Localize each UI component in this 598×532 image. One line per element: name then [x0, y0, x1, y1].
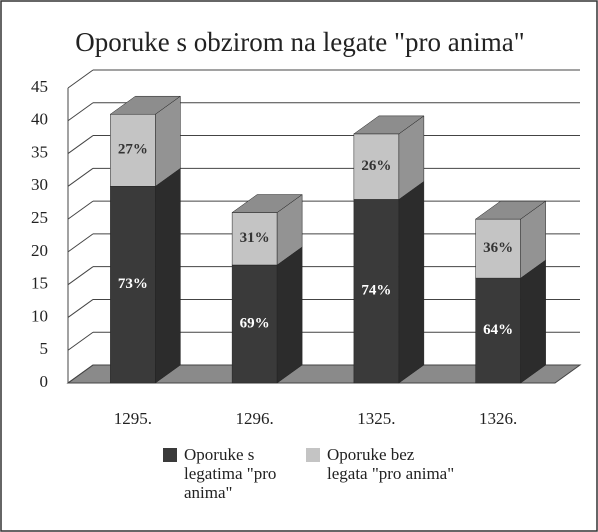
grid-line: [67, 135, 94, 154]
grid-line: [67, 331, 94, 351]
legend-label: Oporuke s legatima "pro anima": [184, 445, 277, 502]
y-tick-label: 40: [31, 110, 48, 129]
grid-line: [67, 233, 94, 253]
data-label: 74%: [361, 283, 391, 299]
data-label: 69%: [240, 315, 270, 331]
x-tick-label: 1326.: [479, 409, 517, 428]
x-tick-label: 1295.: [114, 409, 152, 428]
bar-side: [155, 167, 181, 384]
legend-swatch: [306, 448, 320, 462]
bar-side: [520, 259, 546, 384]
y-tick-label: 25: [31, 208, 48, 227]
grid-line: [67, 364, 94, 384]
y-tick-label: 0: [40, 372, 49, 391]
grid-line: [67, 167, 94, 187]
bar-segment: [353, 199, 400, 384]
grid-line: [67, 266, 94, 286]
y-tick-label: 5: [40, 339, 49, 358]
bar-top: [474, 200, 547, 220]
data-label: 26%: [361, 158, 391, 174]
chart-title: Oporuke s obzirom na legate "pro anima": [75, 27, 524, 57]
y-tick-label: 15: [31, 274, 48, 293]
y-tick-label: 45: [31, 77, 48, 96]
bar-top: [231, 194, 303, 213]
grid-line: [67, 69, 94, 89]
bar-side: [276, 246, 303, 384]
bar-segment: [353, 133, 400, 200]
data-label: 27%: [118, 142, 148, 158]
y-tick-label: 30: [31, 175, 48, 194]
data-label: 31%: [240, 230, 270, 246]
x-tick-label: 1325.: [357, 409, 395, 428]
data-label: 64%: [483, 322, 513, 338]
data-label: 36%: [483, 240, 513, 256]
bar-segment: [231, 264, 278, 384]
y-tick-label: 20: [31, 241, 48, 260]
y-tick-label: 10: [31, 306, 48, 325]
bar-segment: [231, 212, 278, 266]
legend-label: Oporuke bez legata "pro anima": [327, 445, 455, 483]
grid-line: [67, 102, 94, 122]
x-tick-label: 1296.: [236, 409, 274, 428]
y-tick-label: 35: [31, 142, 48, 161]
bar-segment: [475, 277, 521, 384]
bar-top: [353, 115, 425, 135]
data-label: 73%: [118, 276, 148, 292]
grid-line: [67, 200, 94, 220]
legend-swatch: [163, 448, 177, 462]
grid-line: [67, 299, 94, 318]
bar-top: [109, 95, 182, 115]
bar-segment: [110, 186, 156, 384]
bar-side: [398, 180, 425, 384]
